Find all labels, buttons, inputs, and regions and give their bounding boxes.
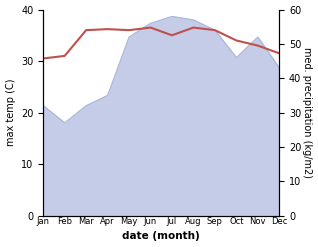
X-axis label: date (month): date (month) bbox=[122, 231, 200, 242]
Y-axis label: max temp (C): max temp (C) bbox=[5, 79, 16, 146]
Y-axis label: med. precipitation (kg/m2): med. precipitation (kg/m2) bbox=[302, 47, 313, 178]
